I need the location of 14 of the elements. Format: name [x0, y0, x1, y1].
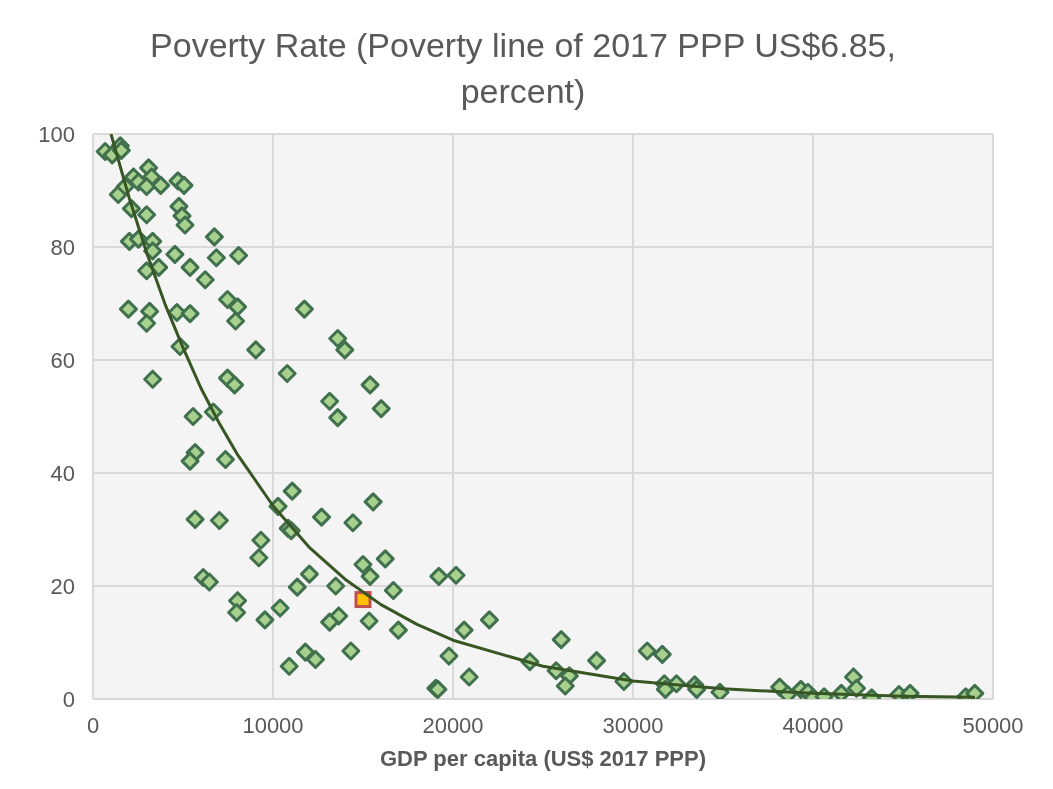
chart-title: Poverty Rate (Poverty line of 2017 PPP US$6.85, percent) — [149, 25, 897, 112]
y-tick-label: 60 — [50, 347, 75, 373]
y-tick-label: 40 — [50, 460, 75, 486]
y-tick-label: 20 — [50, 573, 75, 599]
x-tick-label: 50000 — [962, 712, 1024, 738]
y-tick-label: 80 — [50, 234, 75, 260]
x-tick-label: 20000 — [422, 712, 484, 738]
x-tick-label: 0 — [86, 712, 100, 738]
y-tick-label: 0 — [62, 686, 75, 712]
x-tick-label: 10000 — [242, 712, 304, 738]
x-tick-label: 30000 — [602, 712, 664, 738]
x-tick-label: 40000 — [782, 712, 844, 738]
x-axis-title: GDP per capita (US$ 2017 PPP) — [378, 746, 708, 772]
y-tick-label: 100 — [38, 121, 75, 147]
